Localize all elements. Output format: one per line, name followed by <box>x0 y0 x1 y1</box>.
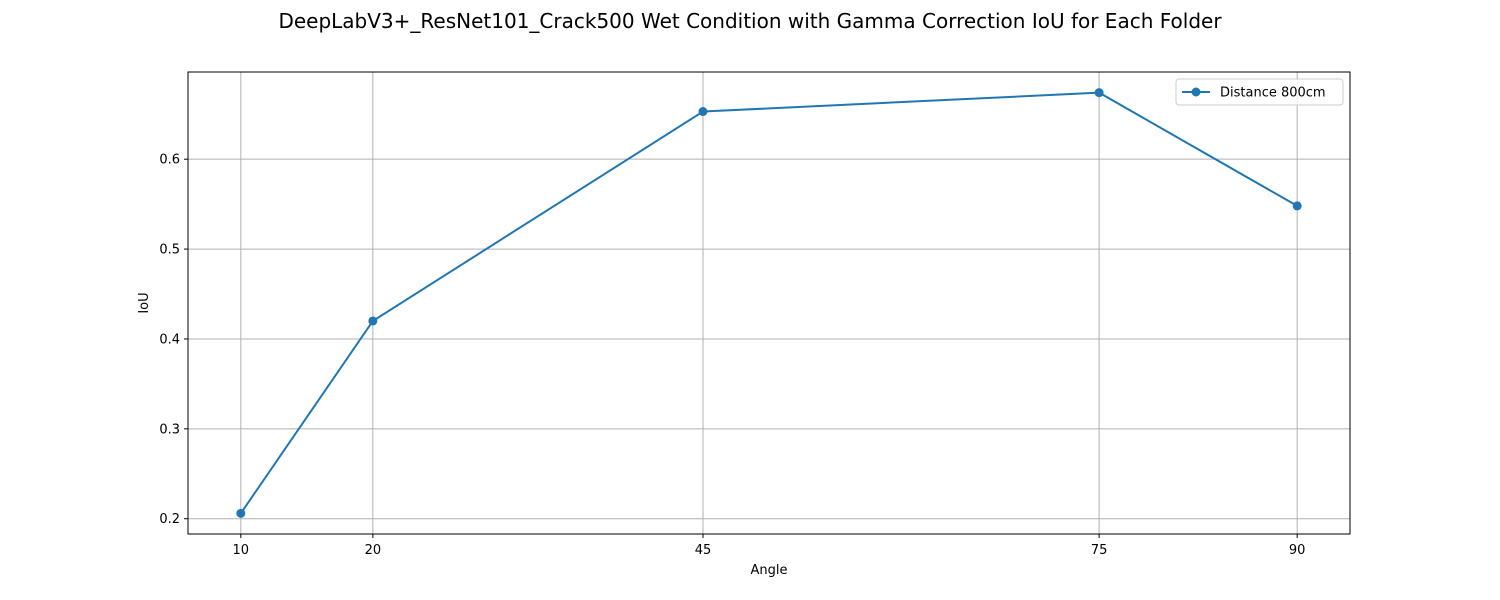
data-point <box>698 107 708 117</box>
legend-label: Distance 800cm <box>1220 86 1326 101</box>
legend-box <box>1175 78 1344 106</box>
x-tick-label: 90 <box>1289 543 1306 558</box>
x-tick-label: 45 <box>695 543 712 558</box>
plot-area-frame <box>187 71 1351 535</box>
y-tick-label: 0.2 <box>159 512 180 527</box>
y-axis-ticks: 0.2 0.3 0.4 0.5 0.6 <box>159 153 188 527</box>
x-axis-ticks: 10 20 45 75 90 <box>233 534 1306 558</box>
y-tick-label: 0.6 <box>159 153 180 168</box>
grid-lines <box>188 72 1350 534</box>
y-tick-label: 0.4 <box>159 332 180 347</box>
data-point <box>1292 201 1302 211</box>
y-tick-label: 0.5 <box>159 243 180 258</box>
data-point <box>1094 88 1104 98</box>
series-layer <box>236 88 1302 518</box>
x-axis-label: Angle <box>751 563 788 578</box>
legend-series-marker <box>1191 87 1201 97</box>
series-line <box>239 91 1298 514</box>
chart-title: DeepLabV3+_ResNet101_Crack500 Wet Condit… <box>278 9 1222 33</box>
x-tick-label: 75 <box>1091 543 1108 558</box>
y-axis-label: IoU <box>137 292 152 313</box>
x-tick-label: 20 <box>365 543 382 558</box>
y-tick-label: 0.3 <box>159 422 180 437</box>
x-tick-label: 10 <box>233 543 250 558</box>
legend: Distance 800cm <box>1175 78 1344 106</box>
data-point <box>368 316 378 326</box>
data-point <box>236 508 246 518</box>
